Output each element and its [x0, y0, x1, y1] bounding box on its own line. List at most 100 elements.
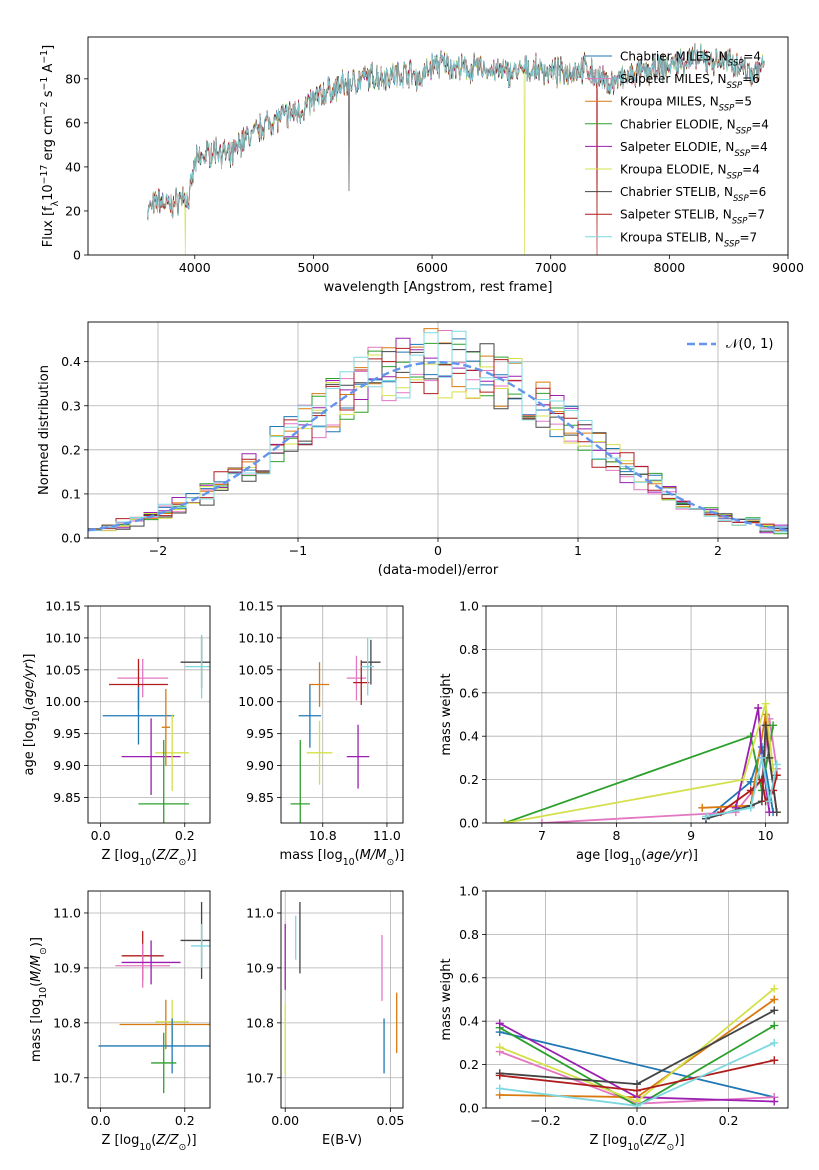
y-axis-label: mass [log10(M/M⊙)] [29, 937, 49, 1062]
data-point-kroupa-miles [119, 999, 210, 1050]
y-tick-label: 80 [65, 71, 81, 86]
x-axis-label: Z [log10(Z/Z⊙)] [101, 848, 196, 868]
y-tick-label: 0.0 [61, 531, 81, 546]
data-marker [765, 753, 774, 762]
x-tick-label: 8000 [653, 260, 685, 275]
x-tick-label: 7 [538, 828, 546, 843]
panel-mass-vs-ebv: 0.00 0.05 10.7 10.8 10.9 11.0 E(B-V) [246, 890, 404, 1148]
data-point-salpeter-miles [115, 943, 171, 988]
series-kroupa-elodie [495, 984, 779, 1106]
y-tick-label: 10.9 [53, 960, 81, 975]
data-point-salpeter-elodie [346, 724, 370, 789]
data-marker [633, 1101, 641, 1108]
data-point-chabrier-elodie [290, 740, 310, 823]
axes-frame [87, 36, 789, 256]
data-marker [761, 699, 770, 708]
y-tick-label: 60 [65, 115, 81, 130]
x-tick-label: 9 [687, 828, 695, 843]
y-tick-label: 10.00 [238, 694, 274, 709]
data-marker [772, 760, 781, 769]
data-marker [770, 1097, 779, 1106]
x-axis-label: wavelength [Angstrom, rest frame] [324, 280, 553, 295]
data-marker [701, 812, 710, 821]
spectrum-line-kroupa-stelib [146, 43, 765, 222]
x-tick-label: 0.0 [91, 1113, 111, 1128]
y-tick-label: 9.90 [246, 758, 274, 773]
data-marker [770, 995, 779, 1004]
data-marker [716, 808, 725, 817]
plot-area [495, 984, 779, 1108]
x-tick-label: 11.0 [373, 828, 401, 843]
x-tick-label: 0 [434, 543, 442, 558]
data-marker [770, 1006, 779, 1015]
data-point-salpeter-elodie [121, 718, 181, 795]
y-tick-label: 1.0 [459, 884, 479, 899]
y-tick-label: 11.0 [246, 905, 274, 920]
legend-label: Salpeter MILES, NSSP=6 [620, 72, 760, 91]
data-marker [495, 1043, 504, 1052]
data-point-chabrier-stelib [361, 639, 381, 685]
data-point-chabrier-miles [98, 1018, 210, 1074]
x-axis-label: mass [log10(M/M⊙)] [280, 848, 405, 868]
legend-label: Kroupa STELIB, NSSP=7 [620, 230, 757, 249]
y-tick-label: 1.0 [459, 599, 479, 614]
data-marker [698, 803, 707, 812]
y-tick-label: 0.3 [61, 398, 81, 413]
data-marker [754, 703, 763, 712]
data-marker [633, 1086, 641, 1095]
series-kroupa-stelib [495, 1038, 779, 1108]
x-tick-label: 8 [613, 828, 621, 843]
axes-frame [485, 605, 789, 824]
data-point-chabrier-miles [298, 683, 322, 748]
x-tick-label: 0.05 [376, 1113, 404, 1128]
data-point-chabrier-elodie [138, 740, 189, 823]
y-axis-label: mass weight [439, 958, 454, 1040]
axes-frame [87, 605, 211, 824]
data-marker [746, 803, 755, 812]
x-axis-label: age [log10(age/yr)] [576, 848, 698, 868]
x-tick-label: 7000 [535, 260, 567, 275]
y-tick-label: 0.4 [459, 729, 479, 744]
y-tick-label: 10.7 [53, 1070, 81, 1085]
y-tick-label: 0.6 [459, 970, 479, 985]
data-point-kroupa-elodie [306, 720, 333, 785]
histogram-salpeter-stelib [88, 347, 788, 533]
data-marker [757, 775, 766, 784]
y-axis-label: Flux [fλ10−17 erg cm−2 s−1 A−1] [39, 45, 61, 247]
data-point-chabrier-elodie [151, 1032, 177, 1094]
x-tick-label: 10 [758, 828, 774, 843]
x-tick-label: 2 [714, 543, 722, 558]
series-kroupa-stelib [701, 753, 781, 821]
legend-label: Salpeter STELIB, NSSP=7 [620, 208, 765, 227]
y-tick-label: 0.6 [459, 685, 479, 700]
legend-label: Salpeter ELODIE, NSSP=4 [620, 140, 768, 159]
legend-label: Kroupa MILES, NSSP=5 [620, 95, 752, 114]
data-marker [761, 721, 770, 730]
data-marker [746, 786, 755, 795]
x-tick-label: −1 [289, 543, 307, 558]
data-point-kroupa-miles [161, 688, 171, 766]
series-salpeter-stelib [495, 1056, 779, 1095]
data-marker [769, 786, 778, 795]
histogram-kroupa-miles [88, 328, 788, 531]
y-tick-label: 10.10 [45, 630, 81, 645]
x-tick-label: −0.2 [530, 1113, 560, 1128]
x-tick-label: 9000 [772, 260, 804, 275]
series-line [504, 703, 774, 823]
data-point-salpeter-miles [346, 655, 367, 701]
x-tick-label: 0.2 [719, 1113, 739, 1128]
y-tick-label: 11.0 [53, 905, 81, 920]
y-tick-label: 0.8 [459, 642, 479, 657]
y-tick-label: 9.95 [246, 726, 274, 741]
plot-area [102, 634, 210, 823]
data-point-kroupa-stelib [191, 923, 210, 968]
series-salpeter-stelib [716, 771, 781, 817]
y-tick-label: 10.15 [45, 599, 81, 614]
y-tick-label: 0.2 [459, 772, 479, 787]
legend: 𝒩(0, 1) [687, 337, 773, 352]
x-axis-label: Z [log10(Z/Z⊙)] [101, 1133, 196, 1153]
y-tick-label: 9.85 [246, 790, 274, 805]
y-tick-label: 10.9 [246, 960, 274, 975]
data-marker [537, 819, 546, 823]
